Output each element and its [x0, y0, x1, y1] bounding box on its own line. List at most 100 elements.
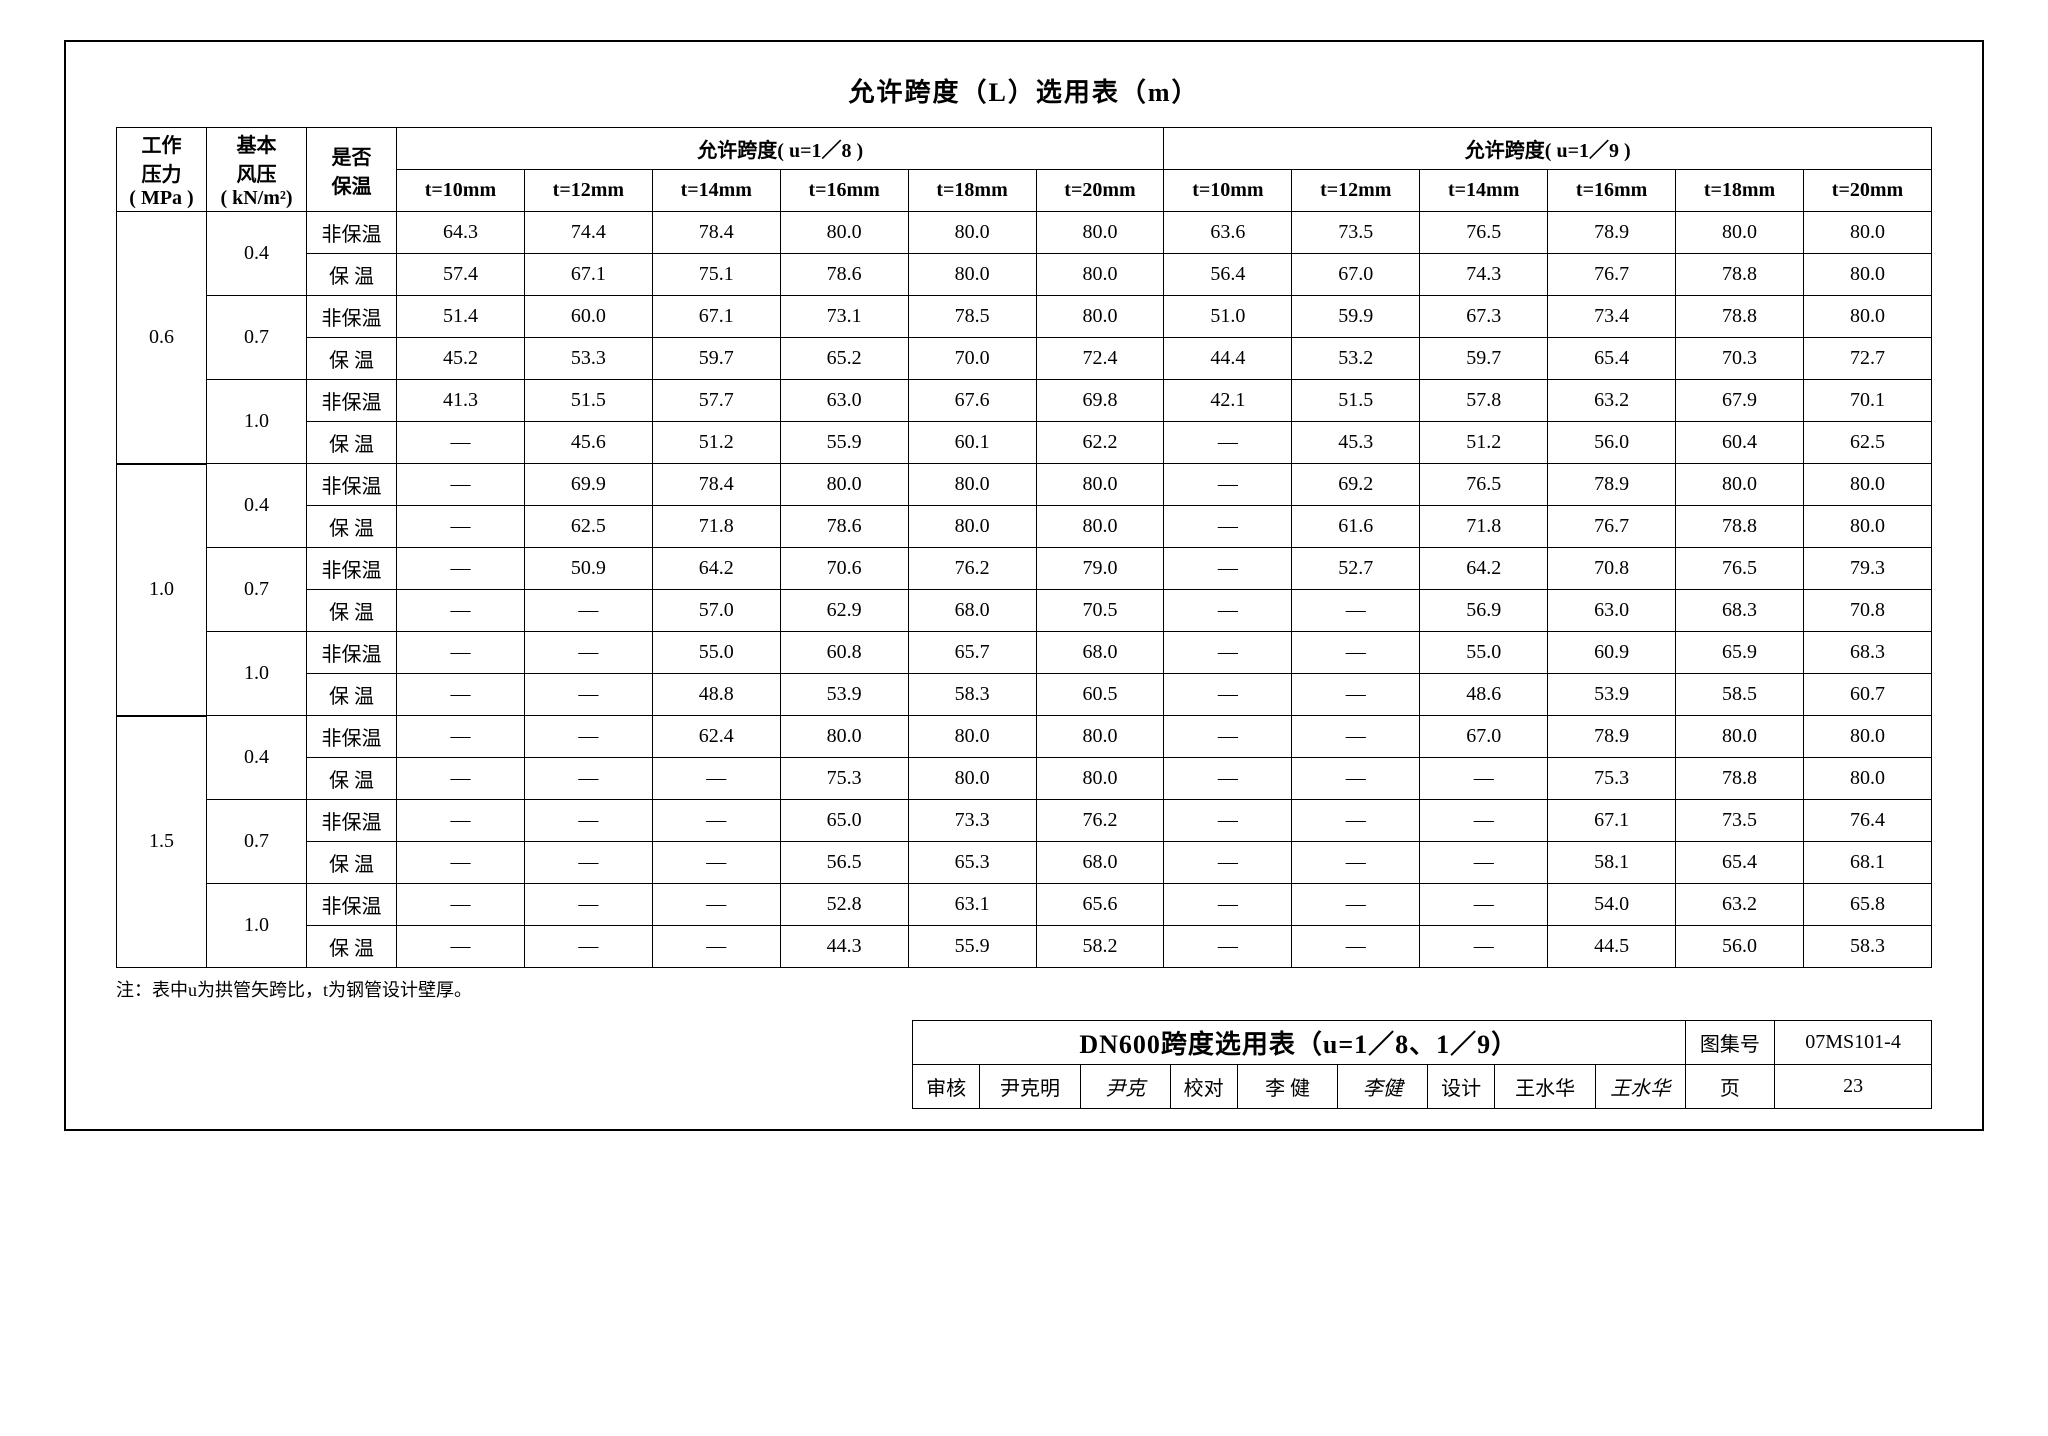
- cell-value: —: [397, 926, 525, 968]
- cell-wind: 0.4: [207, 716, 307, 800]
- footnote: 注：表中u为拱管矢跨比，t为钢管设计壁厚。: [116, 976, 1932, 1002]
- cell-value: 76.2: [908, 548, 1036, 590]
- table-head: 工作 压力 ( MPa ) 基本 风压 ( kN/m²) 是否 保温 允许跨度(…: [117, 128, 1932, 212]
- cell-value: 71.8: [652, 506, 780, 548]
- cell-value: 65.4: [1548, 338, 1676, 380]
- title-block: DN600跨度选用表（u=1／8、1／9） 图集号 07MS101-4 审核 尹…: [912, 1020, 1932, 1109]
- cell-value: 78.8: [1676, 506, 1804, 548]
- cell-value: —: [524, 926, 652, 968]
- cell-wind: 0.7: [207, 296, 307, 380]
- cell-value: 67.0: [1292, 254, 1420, 296]
- cell-value: 80.0: [1036, 506, 1164, 548]
- cell-value: 78.8: [1676, 296, 1804, 338]
- cell-value: —: [1420, 926, 1548, 968]
- cell-value: —: [1164, 884, 1292, 926]
- cell-value: 79.0: [1036, 548, 1164, 590]
- cell-value: 80.0: [1036, 716, 1164, 758]
- design-name: 王水华: [1495, 1065, 1596, 1109]
- doc-title: DN600跨度选用表（u=1／8、1／9）: [913, 1021, 1686, 1065]
- cell-value: 65.3: [908, 842, 1036, 884]
- cell-value: —: [397, 590, 525, 632]
- cell-value: 55.0: [1420, 632, 1548, 674]
- cell-value: 53.9: [780, 674, 908, 716]
- table-row: 保 温57.467.175.178.680.080.056.467.074.37…: [117, 254, 1932, 296]
- col-wind: 基本 风压 ( kN/m²): [207, 128, 307, 212]
- cell-value: 80.0: [1036, 296, 1164, 338]
- col-span-u18: 允许跨度( u=1／8 ): [397, 128, 1164, 170]
- cell-value: 76.2: [1036, 800, 1164, 842]
- cell-value: —: [397, 548, 525, 590]
- table-row: 0.7非保温—50.964.270.676.279.0—52.764.270.8…: [117, 548, 1932, 590]
- cell-value: 50.9: [524, 548, 652, 590]
- cell-value: —: [1164, 926, 1292, 968]
- cell-value: 70.8: [1548, 548, 1676, 590]
- cell-value: 80.0: [908, 464, 1036, 506]
- table-body: 0.60.4非保温64.374.478.480.080.080.063.673.…: [117, 212, 1932, 968]
- cell-value: 78.6: [780, 506, 908, 548]
- cell-value: 78.4: [652, 464, 780, 506]
- cell-wind: 1.0: [207, 380, 307, 464]
- cell-value: —: [397, 842, 525, 884]
- cell-value: —: [1292, 590, 1420, 632]
- cell-value: 73.5: [1676, 800, 1804, 842]
- cell-value: —: [397, 422, 525, 464]
- page-title: 允许跨度（L）选用表（m）: [116, 72, 1932, 109]
- cell-value: 48.6: [1420, 674, 1548, 716]
- cell-value: 51.4: [397, 296, 525, 338]
- cell-value: —: [1420, 884, 1548, 926]
- cell-value: —: [1420, 842, 1548, 884]
- cell-value: —: [524, 590, 652, 632]
- cell-value: 70.0: [908, 338, 1036, 380]
- cell-value: 53.3: [524, 338, 652, 380]
- cell-value: 51.5: [1292, 380, 1420, 422]
- cell-value: 80.0: [908, 212, 1036, 254]
- cell-value: 65.8: [1803, 884, 1931, 926]
- cell-value: —: [524, 632, 652, 674]
- cell-wind: 0.7: [207, 548, 307, 632]
- cell-insulation: 非保温: [307, 800, 397, 842]
- cell-value: —: [1292, 800, 1420, 842]
- cell-value: —: [1164, 758, 1292, 800]
- cell-value: 65.6: [1036, 884, 1164, 926]
- cell-wind: 0.4: [207, 212, 307, 296]
- cell-mpa: 1.5: [117, 716, 207, 968]
- cell-value: —: [524, 674, 652, 716]
- cell-value: 80.0: [780, 212, 908, 254]
- cell-value: 59.7: [1420, 338, 1548, 380]
- cell-value: 68.1: [1803, 842, 1931, 884]
- cell-value: 63.2: [1676, 884, 1804, 926]
- cell-value: 45.3: [1292, 422, 1420, 464]
- col-thickness: t=20mm: [1036, 170, 1164, 212]
- cell-value: —: [652, 800, 780, 842]
- cell-value: 73.4: [1548, 296, 1676, 338]
- cell-value: 57.7: [652, 380, 780, 422]
- cell-value: 80.0: [1803, 254, 1931, 296]
- cell-value: —: [652, 758, 780, 800]
- cell-value: 60.7: [1803, 674, 1931, 716]
- cell-value: 65.7: [908, 632, 1036, 674]
- cell-value: 64.3: [397, 212, 525, 254]
- cell-value: —: [1164, 632, 1292, 674]
- table-row: 保 温———56.565.368.0———58.165.468.1: [117, 842, 1932, 884]
- cell-value: 80.0: [1036, 464, 1164, 506]
- cell-value: 63.1: [908, 884, 1036, 926]
- table-row: 保 温——57.062.968.070.5——56.963.068.370.8: [117, 590, 1932, 632]
- cell-insulation: 非保温: [307, 380, 397, 422]
- cell-value: 62.9: [780, 590, 908, 632]
- cell-value: —: [1292, 884, 1420, 926]
- cell-value: 51.5: [524, 380, 652, 422]
- cell-value: 44.5: [1548, 926, 1676, 968]
- cell-value: 58.5: [1676, 674, 1804, 716]
- cell-value: 67.1: [652, 296, 780, 338]
- cell-value: 65.4: [1676, 842, 1804, 884]
- cell-value: 70.3: [1676, 338, 1804, 380]
- cell-value: 76.4: [1803, 800, 1931, 842]
- cell-value: 70.5: [1036, 590, 1164, 632]
- cell-wind: 1.0: [207, 632, 307, 716]
- cell-value: 80.0: [780, 464, 908, 506]
- cell-value: 55.9: [780, 422, 908, 464]
- review-sig: 尹克: [1080, 1065, 1170, 1109]
- cell-value: 78.6: [780, 254, 908, 296]
- design-label: 设计: [1428, 1065, 1495, 1109]
- cell-value: 44.3: [780, 926, 908, 968]
